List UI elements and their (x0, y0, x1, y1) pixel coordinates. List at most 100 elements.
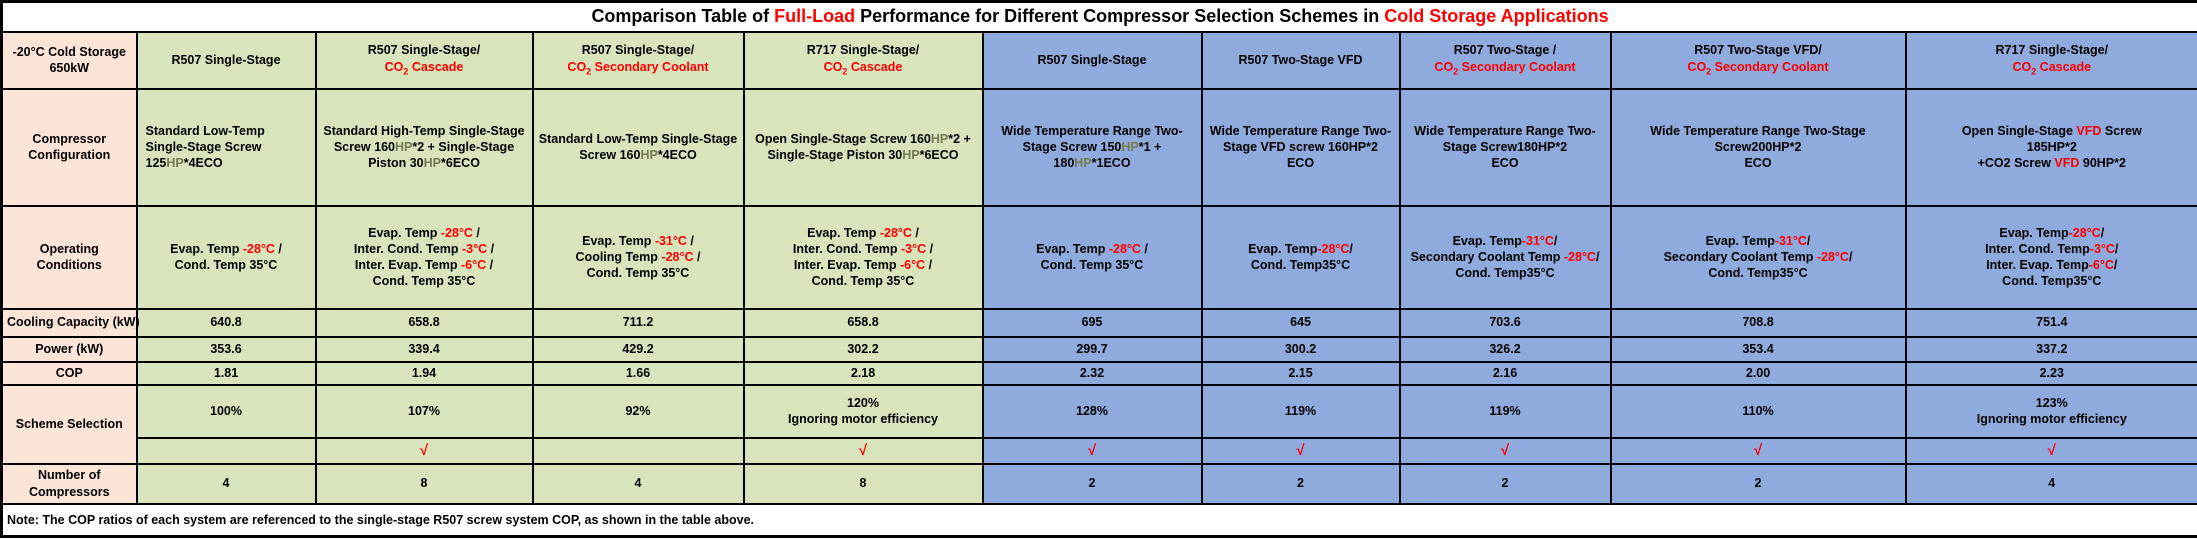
power-value: 339.4 (314, 335, 534, 363)
scheme-pct-cell: 119% (1398, 383, 1612, 439)
config-cell: Standard Low-Temp Single-Stage Screw 125… (135, 87, 317, 207)
page-title: Comparison Table of Full-Load Performanc… (0, 0, 2197, 33)
power-value: 302.2 (742, 335, 984, 363)
cooling-value: 695 (981, 307, 1203, 338)
config-cell: Wide Temperature Range Two- Stage VFD sc… (1200, 87, 1401, 207)
scheme-header-cell: R507 Single-Stage/ CO2 Secondary Coolant (531, 30, 745, 90)
cop-value: 1.81 (135, 360, 317, 386)
config-cell: Open Single-Stage Screw 160HP*2 + Single… (742, 87, 984, 207)
cop-value: 2.15 (1200, 360, 1401, 386)
cop-value: 2.00 (1609, 360, 1907, 386)
compressor-count-cell: 2 (1609, 462, 1907, 505)
operating-cell: Evap. Temp -28°C / Cond. Temp 35°C (135, 204, 317, 310)
compressor-count-cell: 8 (314, 462, 534, 505)
compressor-count-row: Number of Compressors 4 8 4 8 2 2 2 2 4 (0, 462, 2197, 505)
footnote: Note: The COP ratios of each system are … (0, 502, 2197, 538)
scheme-pct-cell: 100% (135, 383, 317, 439)
operating-cell: Evap. Temp-31°C/ Secondary Coolant Temp … (1398, 204, 1612, 310)
row-label-cop: COP (0, 360, 138, 386)
scheme-header-cell: R507 Two-Stage / CO2 Secondary Coolant (1398, 30, 1612, 90)
scheme-header-cell: R717 Single-Stage/ CO2 Cascade (742, 30, 984, 90)
compressor-count-cell: 2 (1398, 462, 1612, 505)
cooling-value: 658.8 (742, 307, 984, 338)
config-cell: Wide Temperature Range Two- Stage Screw1… (1398, 87, 1612, 207)
scheme-pct-cell: 92% (531, 383, 745, 439)
operating-cell: Evap. Temp-28°C/ Inter. Cond. Temp-3°C/ … (1904, 204, 2197, 310)
power-value: 300.2 (1200, 335, 1401, 363)
cooling-value: 703.6 (1398, 307, 1612, 338)
operating-cell: Evap. Temp -28°C / Inter. Cond. Temp -3°… (314, 204, 534, 310)
cop-row: COP 1.81 1.94 1.66 2.18 2.32 2.15 2.16 2… (0, 360, 2197, 386)
config-cell: Wide Temperature Range Two- Stage Screw … (981, 87, 1203, 207)
check-cell: √ (742, 436, 984, 465)
operating-cell: Evap. Temp -28°C / Inter. Cond. Temp -3°… (742, 204, 984, 310)
compressor-count-cell: 4 (1904, 462, 2197, 505)
scheme-pct-cell: 123% Ignoring motor efficiency (1904, 383, 2197, 439)
config-cell: Wide Temperature Range Two-Stage Screw20… (1609, 87, 1907, 207)
compressor-count-cell: 4 (135, 462, 317, 505)
config-row: Compressor Configuration Standard Low-Te… (0, 87, 2197, 207)
scheme-pct-cell: 107% (314, 383, 534, 439)
compressor-count-cell: 4 (531, 462, 745, 505)
row-label-cooling-capacity: Cooling Capacity (kW) (0, 307, 140, 338)
cooling-value: 711.2 (531, 307, 745, 338)
note-row: Note: The COP ratios of each system are … (0, 502, 2197, 538)
scheme-check-row: √ √ √ √ √ √ √ (2, 436, 2197, 465)
cooling-value: 645 (1200, 307, 1401, 338)
scheme-pct-cell: 119% (1200, 383, 1401, 439)
compressor-count-cell: 2 (1200, 462, 1401, 505)
check-cell: √ (1200, 436, 1401, 465)
scheme-pct-cell: 110% (1609, 383, 1907, 439)
cooling-value: 708.8 (1609, 307, 1907, 338)
power-value: 353.4 (1609, 335, 1907, 363)
check-cell: √ (314, 436, 534, 465)
scheme-header-cell: R507 Single-Stage (981, 30, 1203, 90)
row-label-config: Compressor Configuration (0, 87, 138, 207)
scheme-pct-row: Scheme Selection 100% 107% 92% 120% Igno… (0, 383, 2197, 465)
scheme-header-cell: R717 Single-Stage/ CO2 Cascade (1904, 30, 2197, 90)
operating-cell: Evap. Temp -28°C / Cond. Temp 35°C (981, 204, 1203, 310)
config-cell: Standard Low-Temp Single-Stage Screw 160… (531, 87, 745, 207)
operating-cell: Evap. Temp -31°C / Cooling Temp -28°C / … (531, 204, 745, 310)
row-label-operating: Operating Conditions (0, 204, 138, 310)
row-label-power: Power (kW) (0, 335, 138, 363)
cop-value: 2.23 (1904, 360, 2197, 386)
check-cell (135, 436, 317, 465)
cop-value: 2.16 (1398, 360, 1612, 386)
row-label-scheme-selection: Scheme Selection (0, 383, 138, 465)
cop-value: 2.18 (742, 360, 984, 386)
power-row: Power (kW) 353.6 339.4 429.2 302.2 299.7… (0, 335, 2197, 363)
row-label-compressor-count: Number of Compressors (0, 462, 138, 505)
scheme-header-cell: R507 Single-Stage/ CO2 Cascade (314, 30, 534, 90)
config-cell: Open Single-Stage VFD Screw 185HP*2 +CO2… (1904, 87, 2197, 207)
power-value: 429.2 (531, 335, 745, 363)
scheme-header-cell: R507 Two-Stage VFD/ CO2 Secondary Coolan… (1609, 30, 1907, 90)
power-value: 299.7 (981, 335, 1203, 363)
check-cell (531, 436, 745, 465)
cooling-value: 751.4 (1904, 307, 2197, 338)
cop-value: 1.66 (531, 360, 745, 386)
power-value: 337.2 (1904, 335, 2197, 363)
check-cell: √ (1398, 436, 1612, 465)
header-row: -20°C Cold Storage 650kW R507 Single-Sta… (0, 30, 2197, 90)
cooling-row: Cooling Capacity (kW) 640.8 658.8 711.2 … (0, 307, 2197, 338)
check-cell: √ (1609, 436, 1907, 465)
cooling-value: 640.8 (135, 307, 317, 338)
operating-cell: Evap. Temp-28°C/ Cond. Temp35°C (1200, 204, 1401, 310)
cop-value: 2.32 (981, 360, 1203, 386)
check-cell: √ (981, 436, 1203, 465)
operating-cell: Evap. Temp-31°C/ Secondary Coolant Temp … (1609, 204, 1907, 310)
scheme-header-cell: R507 Two-Stage VFD (1200, 30, 1401, 90)
corner-cell: -20°C Cold Storage 650kW (0, 30, 138, 90)
check-cell: √ (1904, 436, 2197, 465)
operating-row: Operating Conditions Evap. Temp -28°C / … (0, 204, 2197, 310)
cop-value: 1.94 (314, 360, 534, 386)
config-cell: Standard High-Temp Single-Stage Screw 16… (314, 87, 534, 207)
power-value: 326.2 (1398, 335, 1612, 363)
scheme-pct-cell: 128% (981, 383, 1203, 439)
title-row: Comparison Table of Full-Load Performanc… (0, 0, 2197, 33)
cooling-value: 658.8 (314, 307, 534, 338)
scheme-pct-cell: 120% Ignoring motor efficiency (742, 383, 984, 439)
power-value: 353.6 (135, 335, 317, 363)
